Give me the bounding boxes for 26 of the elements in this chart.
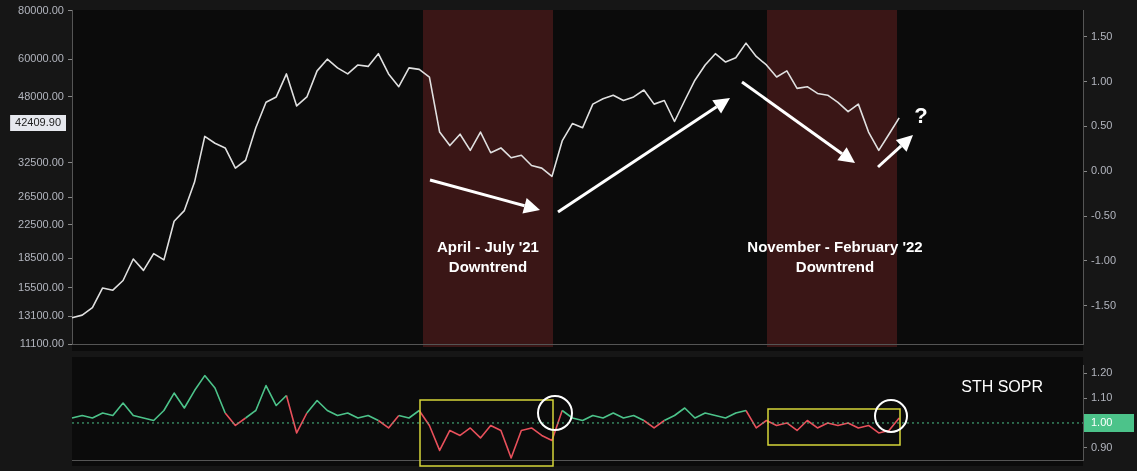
y2-tick-label: 1.00: [1091, 74, 1113, 87]
annotation: ?: [914, 103, 928, 129]
y-tick-label: 11100.00: [19, 337, 64, 350]
y2-tick-label: 0.50: [1091, 119, 1113, 132]
y2-tick-label: 0.00: [1091, 164, 1113, 177]
y2-tick-label: -0.50: [1091, 209, 1117, 222]
text: STH SOPR: [961, 378, 1043, 396]
y-tick-label: 60000.00: [18, 52, 64, 65]
y-tick-label: 0.90: [1091, 440, 1113, 453]
y-tick-label: 15500.00: [18, 281, 64, 293]
annotation: November - February '22 Downtrend: [747, 238, 923, 276]
y-tick-label: 13100.00: [18, 309, 64, 322]
y-tick-label: 80000.00: [18, 3, 64, 16]
y-tick-label: 26500.00: [18, 190, 64, 203]
text: 42409.90: [15, 116, 62, 129]
y-tick-label: 32500.00: [18, 155, 64, 168]
y2-tick-label: 1.50: [1091, 29, 1113, 42]
ref-line-label: 1.00: [1091, 416, 1113, 429]
y-tick-label: 48000.00: [18, 89, 64, 102]
y2-tick-label: -1.00: [1091, 253, 1117, 266]
annotation: April - July '21 Downtrend: [437, 238, 539, 276]
y2-tick-label: -1.50: [1091, 298, 1117, 311]
y-tick-label: 18500.00: [18, 251, 64, 264]
y-tick-label: 22500.00: [18, 218, 64, 231]
y-tick-label: 1.20: [1091, 366, 1113, 379]
y-tick-label: 1.10: [1091, 391, 1113, 404]
